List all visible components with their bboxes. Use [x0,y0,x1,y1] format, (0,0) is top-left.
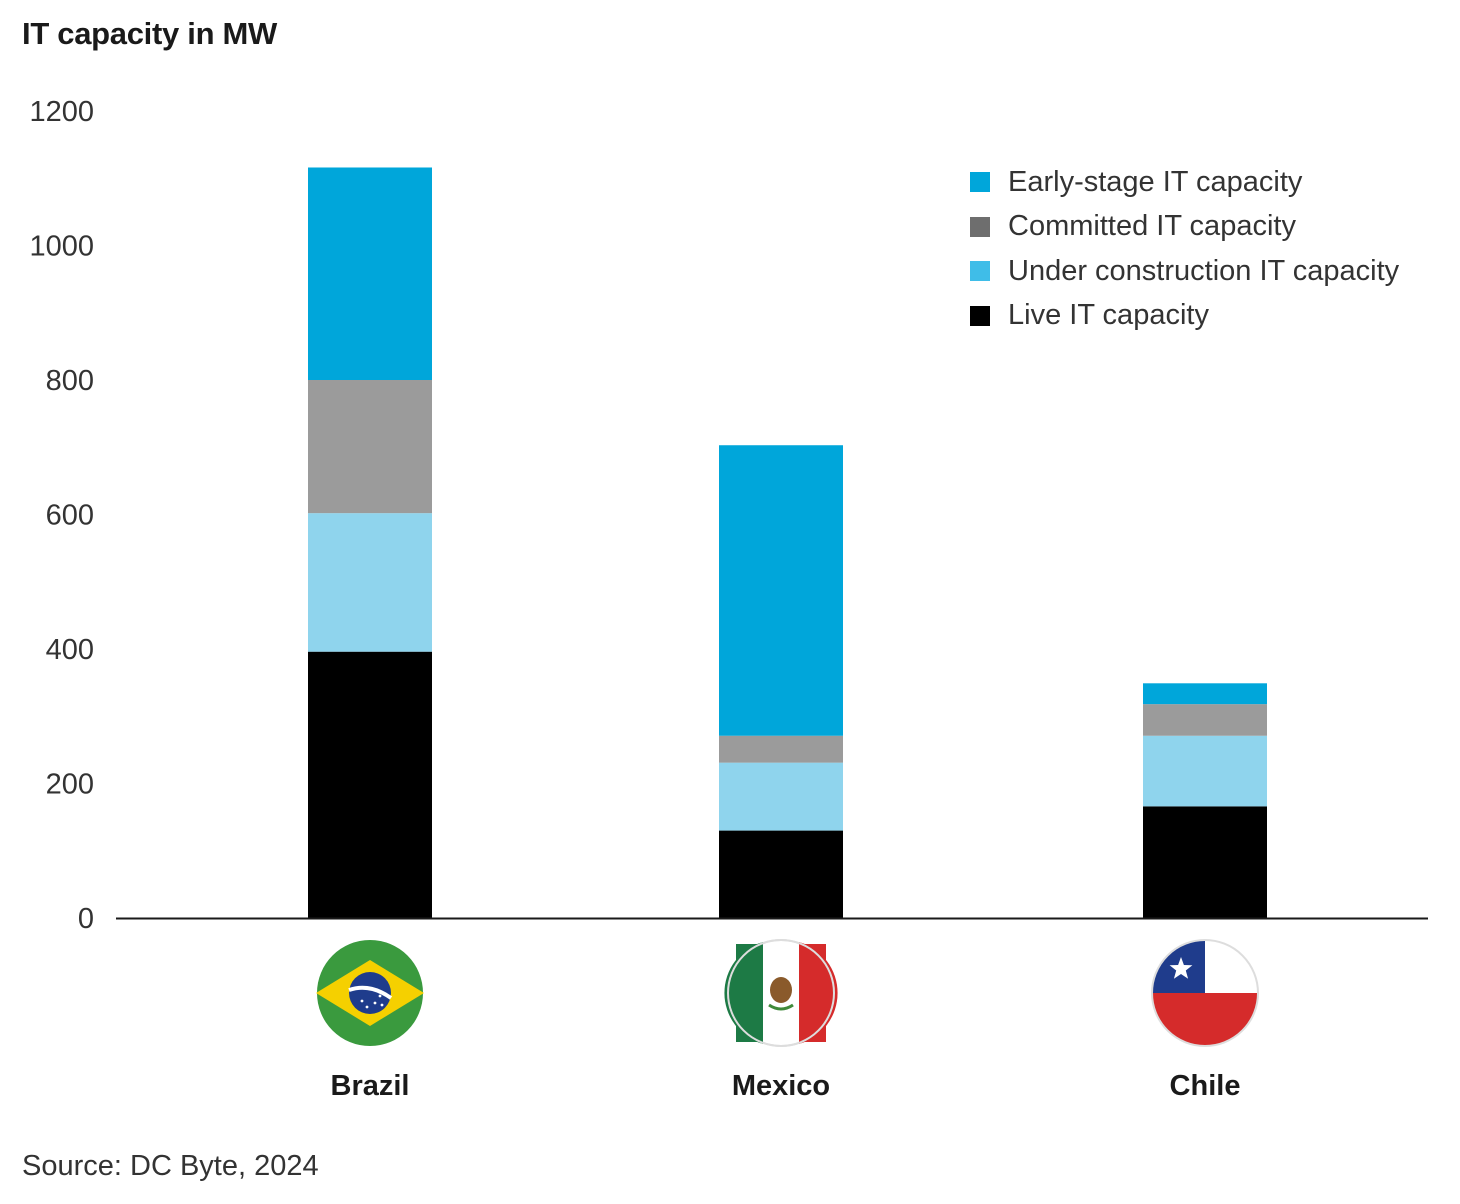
source-note: Source: DC Byte, 2024 [22,1150,319,1182]
bar-chile-under-construction-it-capacity [1143,735,1267,807]
y-axis: 0 200 400 600 800 1000 1200 [29,96,94,935]
legend: Early-stage IT capacity Committed IT capa… [970,160,1399,338]
legend-swatch [970,305,990,326]
legend-item: Live IT capacity [970,294,1399,339]
bar-brazil-live-it-capacity [308,651,432,918]
y-tick-label: 400 [46,634,94,666]
legend-item: Under construction IT capacity [970,249,1399,294]
category-label: Brazil [331,1070,410,1102]
bar-brazil-committed-it-capacity [308,380,432,514]
y-tick-label: 1000 [29,231,94,263]
bar-brazil-under-construction-it-capacity [308,513,432,652]
bar-chile-live-it-capacity [1143,806,1267,918]
y-tick-label: 1200 [29,96,94,128]
legend-label: Under construction IT capacity [1008,254,1400,287]
legend-swatch [970,216,990,237]
y-tick-label: 0 [78,903,94,935]
y-tick-label: 600 [46,500,94,532]
y-tick-label: 200 [46,769,94,801]
chile-flag-icon [1151,939,1259,1047]
bar-mexico-under-construction-it-capacity [719,762,843,831]
legend-label: Committed IT capacity [1008,210,1296,243]
legend-label: Early-stage IT capacity [1008,165,1303,198]
bar-mexico-committed-it-capacity [719,735,843,763]
category-label: Mexico [732,1070,830,1102]
mexico-flag-icon [724,939,838,1047]
brazil-flag-icon [316,940,424,1046]
legend-swatch [970,261,990,282]
bar-chile-committed-it-capacity [1143,704,1267,736]
chart-title: IT capacity in MW [22,16,277,51]
bars-layer [308,167,1267,918]
bar-brazil-early-stage-it-capacity [308,167,432,380]
legend-item: Committed IT capacity [970,205,1399,250]
flags-layer [316,939,1259,1047]
x-axis-labels: Brazil Mexico Chile [331,1070,1241,1102]
bar-mexico-early-stage-it-capacity [719,445,843,736]
category-label: Chile [1170,1070,1241,1102]
legend-swatch [970,172,990,193]
legend-item: Early-stage IT capacity [970,160,1399,205]
bar-mexico-live-it-capacity [719,830,843,918]
y-tick-label: 800 [46,365,94,397]
bar-chile-early-stage-it-capacity [1143,683,1267,705]
legend-label: Live IT capacity [1008,299,1209,332]
